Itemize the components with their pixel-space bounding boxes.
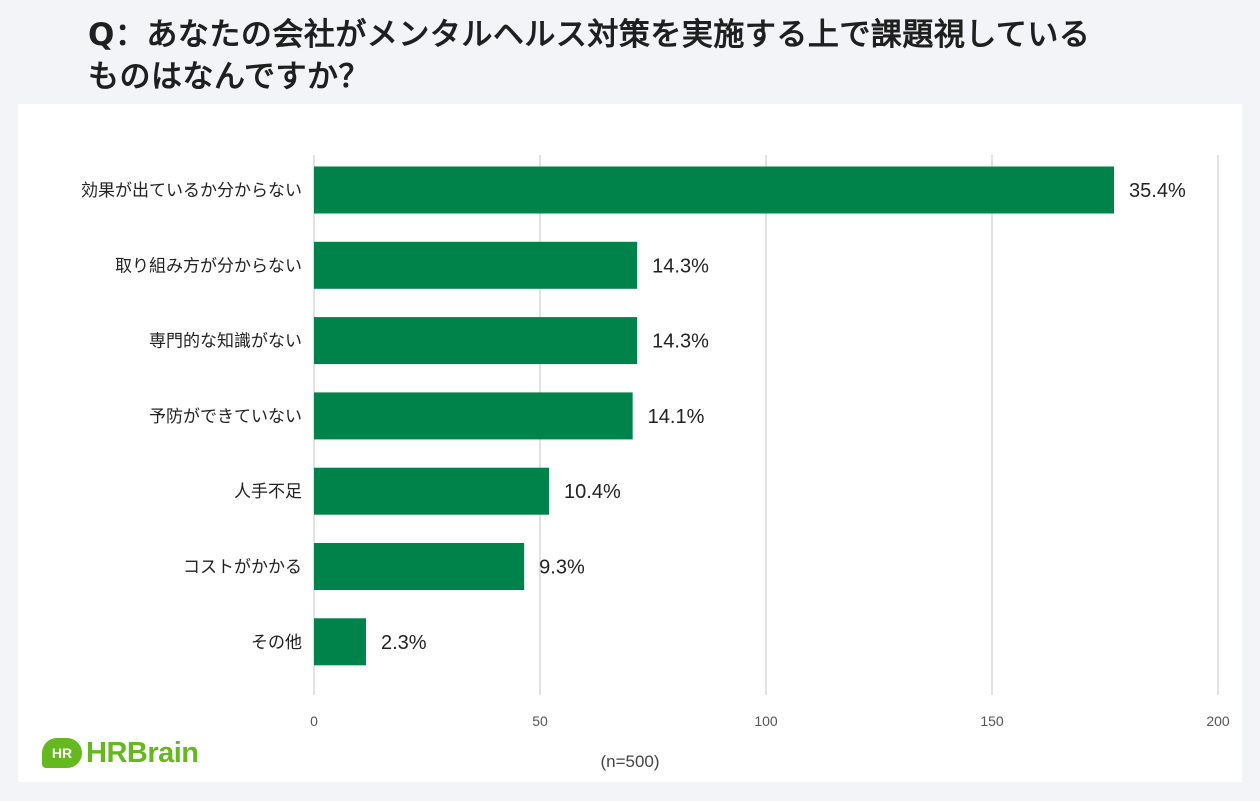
value-label-1: 14.3% bbox=[652, 255, 709, 277]
bars bbox=[314, 166, 1115, 666]
value-label-4: 10.4% bbox=[564, 481, 621, 503]
value-label-0: 35.4% bbox=[1129, 180, 1186, 202]
category-label-4: 人手不足 bbox=[234, 482, 302, 502]
category-label-2: 専門的な知識がない bbox=[149, 332, 302, 352]
value-label-5: 9.3% bbox=[539, 557, 585, 579]
x-tick-label-200: 200 bbox=[1206, 713, 1230, 729]
bar-4 bbox=[314, 467, 550, 515]
bar-0 bbox=[314, 166, 1115, 214]
category-label-3: 予防ができていない bbox=[149, 407, 302, 427]
chart-title-line-2: ものはなんですか？ bbox=[88, 59, 370, 95]
bar-2 bbox=[314, 317, 638, 365]
value-label-6: 2.3% bbox=[381, 632, 427, 654]
logo-badge: HR bbox=[42, 738, 82, 768]
bar-6 bbox=[314, 618, 366, 666]
bar-3 bbox=[314, 392, 633, 440]
value-labels: 35.4% 14.3% 14.3% 14.1% 10.4% 9.3% 2.3% bbox=[381, 180, 1186, 654]
category-label-5: コストがかかる bbox=[183, 558, 302, 578]
sample-size-note: (n=500) bbox=[600, 752, 660, 771]
category-label-1: 取り組み方が分からない bbox=[115, 256, 302, 276]
x-tick-label-50: 50 bbox=[532, 713, 548, 729]
x-axis-ticks: 0 50 100 150 200 bbox=[310, 713, 1230, 729]
hrbrain-logo: HR HRBrain bbox=[42, 736, 199, 770]
category-label-0: 効果が出ているか分からない bbox=[81, 181, 302, 201]
category-labels: 効果が出ているか分からない取り組み方が分からない専門的な知識がない予防ができてい… bbox=[81, 181, 302, 653]
x-tick-label-100: 100 bbox=[754, 713, 778, 729]
chart-title-line-1: Q：あなたの会社がメンタルヘルス対策を実施する上で課題視している bbox=[88, 17, 1091, 53]
x-tick-label-0: 0 bbox=[310, 713, 318, 729]
value-label-3: 14.1% bbox=[648, 406, 705, 428]
value-label-2: 14.3% bbox=[652, 331, 709, 353]
bar-1 bbox=[314, 241, 638, 289]
bar-5 bbox=[314, 543, 525, 590]
chart-panel bbox=[18, 104, 1242, 782]
category-label-6: その他 bbox=[251, 633, 302, 653]
logo-text: HRBrain bbox=[86, 736, 199, 769]
x-tick-label-150: 150 bbox=[980, 713, 1004, 729]
chart-title: Q：あなたの会社がメンタルヘルス対策を実施する上で課題視している ものはなんです… bbox=[88, 14, 1208, 98]
